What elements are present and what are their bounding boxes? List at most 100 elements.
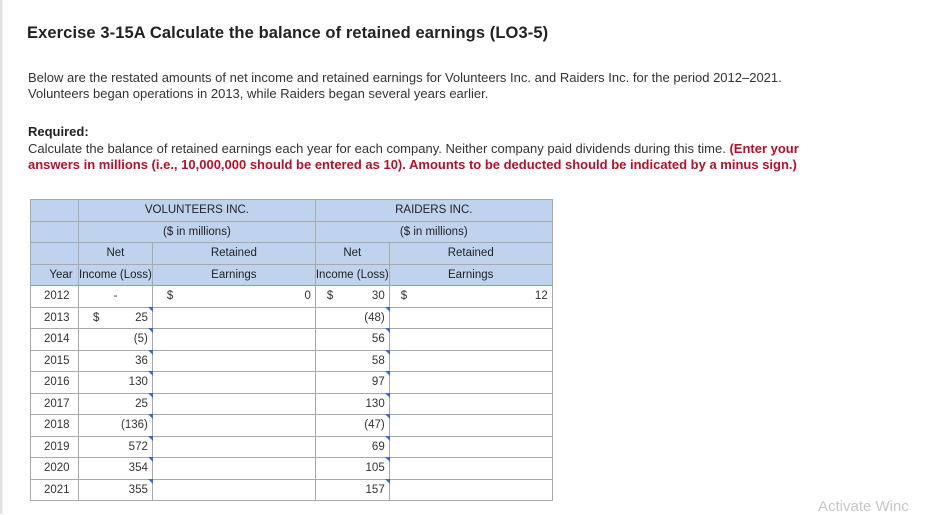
- volunteers-retained-input-cell[interactable]: [151, 371, 316, 394]
- raiders-retained-input-cell[interactable]: [388, 328, 553, 351]
- input-marker-icon: [147, 392, 153, 398]
- raiders-units: ($ in millions): [314, 220, 553, 243]
- raiders-retained-earnings: 12: [534, 290, 548, 302]
- input-marker-icon: [384, 435, 390, 441]
- intro-line-1: Below are the restated amounts of net in…: [28, 70, 782, 85]
- table-row: 2018 (136) (47): [30, 414, 553, 437]
- dollar-sign: $: [166, 290, 174, 302]
- table-row: 2016 130 97: [30, 371, 553, 394]
- volunteers-retained-input-cell[interactable]: [151, 457, 316, 480]
- volunteers-net-income: -: [78, 285, 153, 308]
- raiders-header: RAIDERS INC.: [314, 199, 553, 222]
- table-row-2012: 2012 - $ 0 $ 30 $ 12: [30, 285, 553, 308]
- volunteers-net-income: (5): [133, 333, 148, 345]
- header-row-units: ($ in millions) ($ in millions): [30, 220, 553, 243]
- raiders-retained-input-cell[interactable]: [388, 392, 553, 415]
- volunteers-retained-input[interactable]: [152, 372, 315, 393]
- table-row: 2019 572 69: [30, 435, 553, 458]
- volunteers-retained-input-cell[interactable]: [151, 478, 316, 501]
- volunteers-retained-input-cell[interactable]: [151, 328, 316, 351]
- volunteers-retained-input-cell[interactable]: [151, 435, 316, 458]
- dollar-sign: $: [93, 311, 100, 324]
- volunteers-header: VOLUNTEERS INC.: [78, 199, 316, 222]
- year-cell: 2013: [30, 306, 79, 329]
- volunteers-retained-input[interactable]: [152, 329, 315, 350]
- volunteers-retained-input[interactable]: [152, 458, 315, 479]
- volunteers-retained-input[interactable]: [152, 350, 315, 371]
- required-instructions: Calculate the balance of retained earnin…: [28, 141, 726, 156]
- input-marker-icon: [147, 414, 153, 419]
- year-cell: 2019: [30, 435, 79, 458]
- volunteers-net-income: 36: [135, 354, 148, 367]
- raiders-retained-input[interactable]: [389, 372, 552, 393]
- input-marker-icon: [147, 306, 153, 312]
- year-cell: 2018: [30, 414, 79, 437]
- dollar-sign: $: [326, 290, 334, 302]
- input-marker-icon: [147, 328, 153, 333]
- raiders-retained-input-cell[interactable]: [388, 414, 553, 437]
- raiders-retained-input-cell[interactable]: [388, 371, 553, 394]
- raiders-retained-input[interactable]: [389, 307, 552, 328]
- volunteers-earnings-header: Earnings: [151, 263, 316, 286]
- input-marker-icon: [384, 457, 390, 462]
- intro-text: Below are the restated amounts of net in…: [28, 70, 908, 102]
- volunteers-retained-input[interactable]: [152, 436, 315, 457]
- volunteers-retained-earnings: 0: [304, 290, 311, 302]
- input-marker-icon: [384, 371, 390, 376]
- table-row: 2014 (5) 56: [30, 328, 553, 351]
- volunteers-net-income: 572: [128, 440, 148, 453]
- volunteers-retained-input-cell[interactable]: [151, 414, 316, 437]
- volunteers-retained-input[interactable]: [152, 307, 315, 328]
- required-text: Calculate the balance of retained earnin…: [28, 141, 913, 173]
- volunteers-retained-input[interactable]: [152, 393, 315, 414]
- raiders-retained-input[interactable]: [389, 329, 552, 350]
- raiders-retained-input-cell[interactable]: [388, 478, 553, 501]
- raiders-net-header: Net: [314, 242, 390, 265]
- volunteers-retained-input[interactable]: [152, 415, 315, 436]
- raiders-net-income: 157: [365, 483, 385, 496]
- input-marker-icon: [384, 414, 390, 419]
- volunteers-retained-input-cell[interactable]: [151, 306, 316, 329]
- activate-windows-watermark: Activate Winc: [818, 498, 909, 515]
- raiders-retained-input[interactable]: [389, 350, 552, 371]
- raiders-net-income: 30: [371, 290, 385, 302]
- raiders-retained-input[interactable]: [389, 415, 552, 436]
- data-rows: 2013 $25 (48) 2014 (5) 56 2015 36 58 2016 130 97 201…: [30, 306, 553, 501]
- raiders-retained-input[interactable]: [389, 479, 552, 500]
- volunteers-retained-input-cell[interactable]: [151, 392, 316, 415]
- raiders-retained-input[interactable]: [389, 458, 552, 479]
- raiders-net-income: (47): [364, 419, 385, 431]
- input-marker-icon: [384, 349, 390, 355]
- volunteers-net-income: 130: [128, 376, 148, 388]
- volunteers-net-income: 25: [135, 311, 148, 324]
- input-marker-icon: [384, 306, 390, 312]
- required-label: Required:: [28, 124, 89, 139]
- header-row-labels-1: Net Retained Net Retained: [30, 242, 553, 265]
- header-row-labels-2: Year Income (Loss) Earnings Income (Loss…: [30, 263, 553, 286]
- raiders-retained-input[interactable]: [389, 436, 552, 457]
- volunteers-retained-input[interactable]: [152, 479, 315, 500]
- raiders-retained-input-cell[interactable]: [388, 435, 553, 458]
- raiders-net-income: 105: [365, 462, 385, 474]
- raiders-retained-header: Retained: [388, 242, 553, 265]
- table-row: 2020 354 105: [30, 457, 553, 480]
- raiders-retained-input-cell[interactable]: [388, 349, 553, 372]
- input-marker-icon: [147, 349, 153, 355]
- year-cell: 2015: [30, 349, 79, 372]
- input-marker-icon: [147, 457, 153, 462]
- raiders-retained-input-cell[interactable]: [388, 457, 553, 480]
- left-border: [0, 0, 2, 514]
- year-cell: 2020: [30, 457, 79, 480]
- volunteers-retained-input-cell[interactable]: [151, 349, 316, 372]
- raiders-retained-input[interactable]: [389, 393, 552, 414]
- year-cell: 2021: [30, 478, 79, 501]
- volunteers-net-header: Net: [78, 242, 153, 265]
- input-marker-icon: [147, 478, 153, 484]
- raiders-net-income: 130: [365, 397, 385, 410]
- volunteers-net-income: 355: [128, 483, 148, 496]
- raiders-net-income: 97: [371, 376, 385, 388]
- retained-earnings-table: VOLUNTEERS INC. RAIDERS INC. ($ in milli…: [30, 199, 553, 501]
- table-row: 2015 36 58: [30, 349, 553, 372]
- table-row: 2017 25 130: [30, 392, 553, 415]
- raiders-retained-input-cell[interactable]: [388, 306, 553, 329]
